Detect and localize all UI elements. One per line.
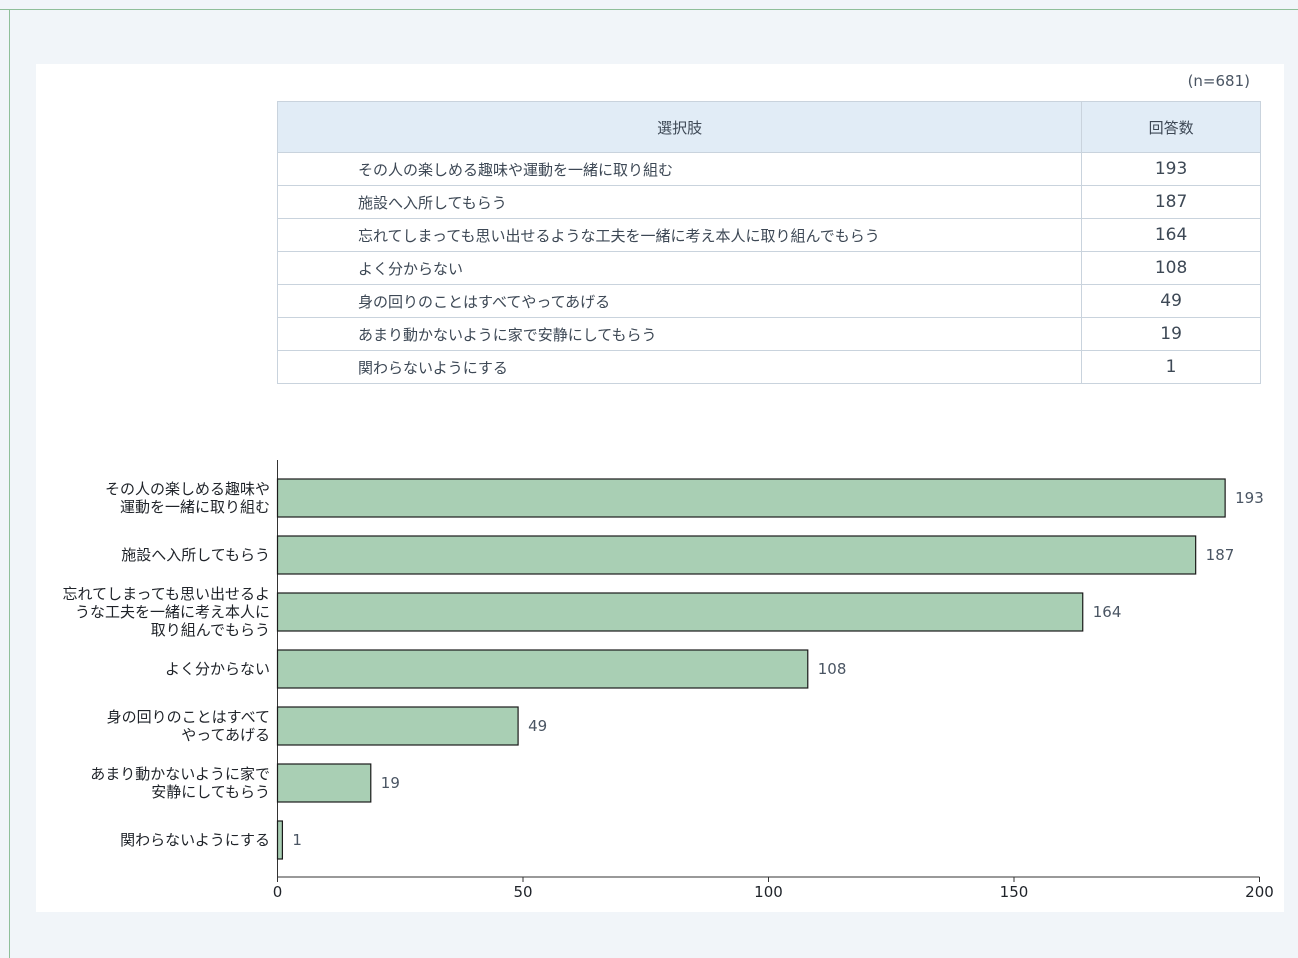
count-cell: 1 bbox=[1081, 350, 1261, 384]
bar-value-label: 187 bbox=[1206, 546, 1235, 564]
bar-value-label: 164 bbox=[1093, 603, 1122, 621]
option-cell: 忘れてしまっても思い出せるような工夫を一緒に考え本人に取り組んでもらう bbox=[276, 218, 1083, 252]
x-tick-label: 0 bbox=[273, 883, 283, 901]
bar-value-label: 108 bbox=[818, 660, 847, 678]
bar bbox=[276, 763, 372, 803]
bar-value-label: 49 bbox=[528, 717, 547, 735]
option-cell: 施設へ入所してもらう bbox=[276, 185, 1083, 219]
category-label-line: 施設へ入所してもらう bbox=[121, 546, 270, 564]
category-label-line: やってあげる bbox=[181, 726, 270, 744]
x-tick-label: 100 bbox=[754, 883, 783, 901]
bar bbox=[276, 478, 1226, 518]
count-cell: 164 bbox=[1081, 218, 1261, 252]
frame-top-border bbox=[0, 9, 1298, 10]
x-tick-label: 150 bbox=[1000, 883, 1029, 901]
category-label: 身の回りのことはすべてやってあげる bbox=[107, 708, 270, 744]
bar bbox=[276, 649, 809, 689]
category-label: その人の楽しめる趣味や運動を一緒に取り組む bbox=[105, 480, 270, 516]
category-label: よく分からない bbox=[165, 660, 270, 678]
category-label-line: 身の回りのことはすべて bbox=[107, 708, 270, 726]
table-row: 忘れてしまっても思い出せるような工夫を一緒に考え本人に取り組んでもらう 164 bbox=[276, 218, 1261, 252]
category-label: 忘れてしまっても思い出せるような工夫を一緒に考え本人に取り組んでもらう bbox=[63, 585, 270, 639]
bar bbox=[276, 706, 519, 746]
bar-value-label: 19 bbox=[381, 774, 400, 792]
category-label-line: 取り組んでもらう bbox=[151, 621, 270, 639]
table-header-row: 選択肢 回答数 bbox=[276, 101, 1261, 153]
category-label: 施設へ入所してもらう bbox=[121, 546, 270, 564]
x-tick-label: 50 bbox=[513, 883, 532, 901]
category-label-line: うな工夫を一緒に考え本人に bbox=[75, 603, 270, 621]
bar bbox=[276, 592, 1084, 632]
bar-value-label: 193 bbox=[1235, 489, 1264, 507]
category-label-line: 安静にしてもらう bbox=[151, 783, 270, 801]
category-label-line: 忘れてしまっても思い出せるよ bbox=[63, 585, 270, 603]
count-cell: 49 bbox=[1081, 284, 1261, 318]
x-tick-label: 200 bbox=[1245, 883, 1274, 901]
table-row: 関わらないようにする 1 bbox=[276, 350, 1261, 384]
count-cell: 108 bbox=[1081, 251, 1261, 285]
category-label-line: あまり動かないように家で bbox=[90, 765, 270, 783]
count-cell: 19 bbox=[1081, 317, 1261, 351]
bar bbox=[276, 535, 1197, 575]
table-row: その人の楽しめる趣味や運動を一緒に取り組む 193 bbox=[276, 152, 1261, 186]
option-cell: その人の楽しめる趣味や運動を一緒に取り組む bbox=[276, 152, 1083, 186]
count-cell: 187 bbox=[1081, 185, 1261, 219]
category-label-line: その人の楽しめる趣味や bbox=[105, 480, 270, 498]
bar bbox=[276, 820, 284, 860]
category-label-line: 関わらないようにする bbox=[120, 831, 270, 849]
frame-left-border bbox=[9, 9, 10, 958]
sample-size-label: (n=681) bbox=[1187, 72, 1250, 90]
bar-value-label: 1 bbox=[292, 831, 302, 849]
category-label-line: よく分からない bbox=[165, 660, 270, 678]
answer-table: 選択肢 回答数 その人の楽しめる趣味や運動を一緒に取り組む 193 施設へ入所し… bbox=[276, 101, 1261, 384]
category-label: あまり動かないように家で安静にしてもらう bbox=[90, 765, 270, 801]
category-label-line: 運動を一緒に取り組む bbox=[120, 498, 270, 516]
header-option: 選択肢 bbox=[276, 101, 1083, 153]
table-row: 施設へ入所してもらう 187 bbox=[276, 185, 1261, 219]
category-label: 関わらないようにする bbox=[120, 831, 270, 849]
option-cell: 関わらないようにする bbox=[276, 350, 1083, 384]
header-count: 回答数 bbox=[1081, 101, 1261, 153]
